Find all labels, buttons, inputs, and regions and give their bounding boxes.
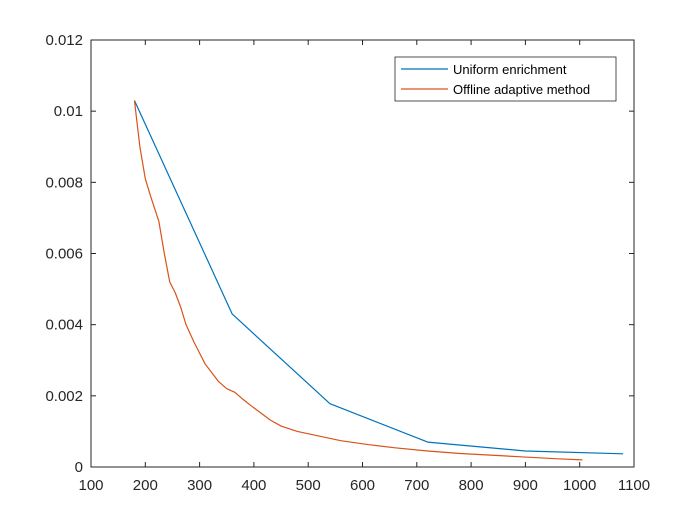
series-line-uniform-enrichment (133, 100, 624, 455)
x-tick-label: 600 (350, 477, 375, 494)
y-tick-label: 0.002 (45, 388, 83, 405)
x-tick-label: 800 (459, 477, 484, 494)
y-tick-label: 0 (75, 459, 83, 476)
y-tick-label: 0.01 (54, 103, 83, 120)
axes-layer: 100 200 300 400 500 600 700 800 900 1000 1100 0 0.00… (45, 32, 650, 494)
x-tick-label: 300 (187, 477, 212, 494)
x-tick-label: 900 (513, 477, 538, 494)
y-tick-label: 0.006 (45, 246, 83, 263)
legend-box (394, 56, 617, 102)
x-tick-label: 1000 (563, 477, 596, 494)
x-tick-label: 1100 (618, 477, 650, 494)
y-tick-label: 0.012 (45, 32, 83, 49)
legend: Uniform enrichment Offline adaptive meth… (394, 56, 617, 102)
x-tick-label: 400 (241, 477, 266, 494)
y-tick-label: 0.004 (45, 317, 83, 334)
x-tick-label: 500 (296, 477, 321, 494)
y-tick-label: 0.008 (45, 174, 83, 191)
x-tick-label: 200 (133, 477, 158, 494)
series-line-offline-adaptive-method (133, 100, 583, 461)
plot-area (91, 40, 634, 467)
x-tick-label: 100 (78, 477, 103, 494)
legend-label-uniform-enrichment: Uniform enrichment (453, 62, 567, 77)
series-layer (133, 100, 624, 461)
x-tick-label: 700 (404, 477, 429, 494)
legend-label-offline-adaptive-method: Offline adaptive method (453, 82, 590, 97)
